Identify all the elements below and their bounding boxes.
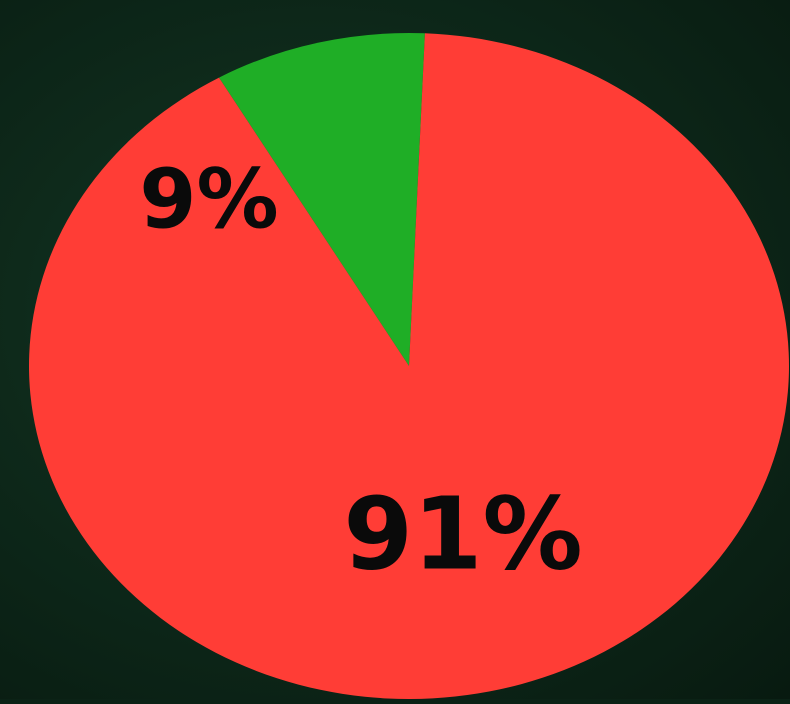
- pie-slice-label-2: 91%: [343, 476, 582, 593]
- pie-labels: 9% 91%: [139, 153, 582, 593]
- pie-slice-label-1: 9%: [139, 153, 278, 248]
- pie-slices: [29, 33, 790, 700]
- pie-slice-1: [219, 33, 425, 366]
- pie-slice-2: [29, 33, 790, 700]
